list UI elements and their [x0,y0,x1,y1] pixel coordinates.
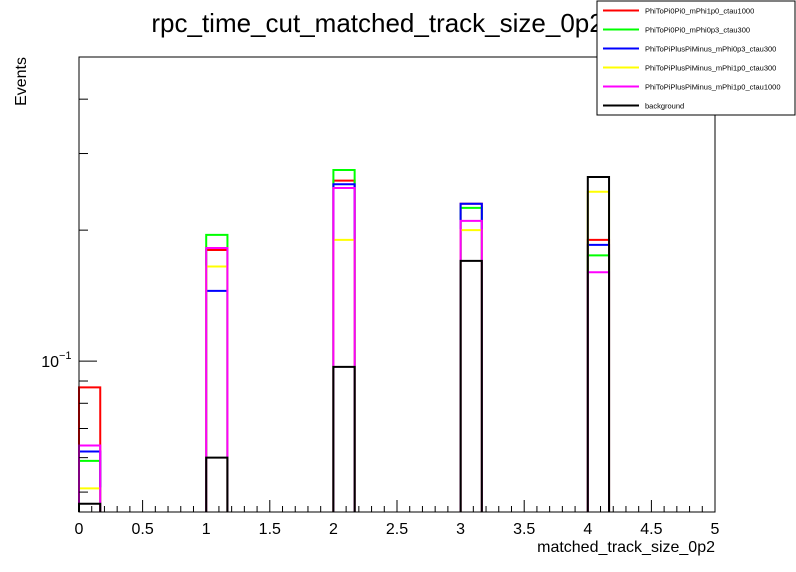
x-tick-label: 2 [329,521,338,538]
bar-series-5-bin-1 [205,456,229,512]
bar-series-5-bin-3 [459,259,483,512]
bar-series-4-bin-3 [459,219,483,512]
legend-label-0: PhiToPi0Pi0_mPhi1p0_ctau1000 [645,7,754,16]
series-0 [78,179,611,512]
x-tick-label: 5 [711,521,720,538]
bar-series-1-bin-2 [332,168,356,512]
series-1 [78,168,611,512]
bar-series-5-bin-4 [586,175,611,512]
y-axis-label: Events [13,57,30,106]
bar-series-4-bin-2 [332,186,356,512]
histogram-layer [78,168,611,512]
legend-label-1: PhiToPi0Pi0_mPhi0p3_ctau300 [645,26,750,35]
x-tick-label: 4 [583,521,592,538]
bar-series-3-bin-2 [332,238,356,512]
x-tick-label: 3.5 [513,521,535,538]
bar-series-2-bin-3 [459,202,483,512]
chart-title: rpc_time_cut_matched_track_size_0p2_0 [151,8,632,38]
bar-series-3-bin-1 [205,265,229,512]
bar-series-0-bin-0 [78,386,102,512]
x-tick-label: 2.5 [386,521,408,538]
bar-series-5-bin-2 [332,365,356,512]
bar-series-2-bin-1 [205,289,229,512]
legend-box [596,0,796,116]
x-tick-label: 1.5 [259,521,281,538]
y-tick-label-base: 10 [41,354,59,371]
bar-series-2-bin-2 [332,183,356,512]
x-axis-label: matched_track_size_0p2 [537,539,715,556]
bar-series-0-bin-4 [586,238,611,512]
x-tick-label: 0 [75,521,84,538]
bar-series-1-bin-4 [586,254,611,512]
legend-label-3: PhiToPiPlusPiMinus_mPhi1p0_ctau300 [645,64,776,73]
bar-series-0-bin-1 [205,249,229,512]
series-2 [78,183,611,512]
bar-series-5-bin-0 [78,502,102,512]
x-tick-label: 3 [456,521,465,538]
bar-series-2-bin-4 [586,243,611,512]
series-3 [78,190,611,512]
bar-series-4-bin-1 [205,246,229,512]
x-tick-label: 0.5 [131,521,153,538]
legend-label-4: PhiToPiPlusPiMinus_mPhi1p0_ctau1000 [645,83,781,92]
x-tick-label: 4.5 [640,521,662,538]
legend-label-2: PhiToPiPlusPiMinus_mPhi0p3_ctau300 [645,45,776,54]
bar-series-0-bin-2 [332,179,356,512]
bar-series-0-bin-3 [459,202,483,512]
axes-layer: 0 0.5 1 1.5 2 2.5 3 3.5 4 4.5 5 10 −1 [41,56,720,538]
series-5 [78,175,611,512]
legend-label-5: background [645,102,684,111]
plot-frame [78,56,716,513]
bar-series-4-bin-0 [78,444,102,512]
y-tick-label-exponent: −1 [59,350,72,362]
bar-series-1-bin-1 [205,233,229,512]
bar-series-3-bin-3 [459,229,483,512]
legend: PhiToPi0Pi0_mPhi1p0_ctau1000 PhiToPi0Pi0_… [596,0,796,116]
bar-series-1-bin-3 [459,206,483,512]
series-4 [78,186,611,512]
x-tick-label: 1 [202,521,211,538]
bar-series-4-bin-4 [586,271,611,512]
